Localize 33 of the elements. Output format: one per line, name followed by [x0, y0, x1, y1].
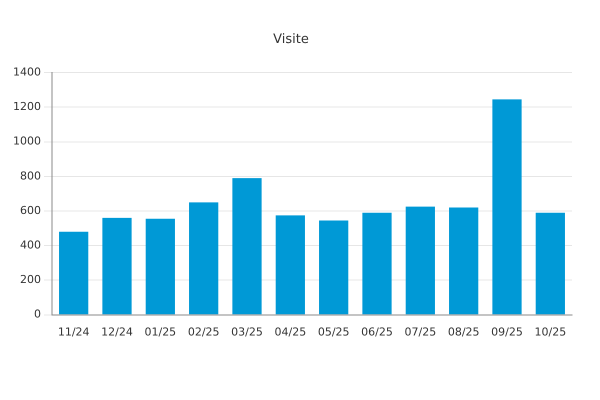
- bar: [319, 220, 348, 314]
- x-tick-label: 04/25: [274, 325, 306, 338]
- x-tick-label: 11/24: [58, 325, 90, 338]
- x-tick-label: 03/25: [231, 325, 263, 338]
- x-tick-label: 07/25: [404, 325, 436, 338]
- bar: [449, 208, 478, 314]
- y-tick-label: 600: [20, 204, 41, 217]
- bar: [492, 99, 522, 314]
- bar: [102, 218, 132, 314]
- x-tick-label: 12/24: [101, 325, 133, 338]
- y-tick-label: 200: [20, 273, 41, 286]
- x-tick-label: 05/25: [318, 325, 350, 338]
- y-tick-label: 0: [34, 308, 41, 321]
- bar: [146, 218, 175, 314]
- y-tick-label: 1200: [12, 100, 41, 114]
- chart-title: Visite: [273, 32, 309, 48]
- x-tick-label: 01/25: [144, 325, 176, 338]
- x-tick-label: 02/25: [188, 325, 220, 338]
- y-tick-label: 1400: [12, 65, 41, 78]
- bar: [276, 215, 305, 314]
- y-tick-label: 800: [20, 169, 41, 182]
- x-tick-label: 09/25: [491, 325, 523, 338]
- y-tick-label: 400: [20, 238, 41, 252]
- bar: [536, 212, 565, 314]
- bar: [232, 178, 262, 314]
- bar: [362, 212, 392, 314]
- bar: [406, 206, 435, 314]
- x-tick-label: 08/25: [448, 325, 480, 338]
- bar: [59, 232, 88, 314]
- x-tick-label: 06/25: [361, 325, 393, 338]
- y-tick-label: 1000: [12, 134, 41, 148]
- bar: [189, 202, 218, 314]
- x-tick-label: 10/25: [534, 325, 566, 338]
